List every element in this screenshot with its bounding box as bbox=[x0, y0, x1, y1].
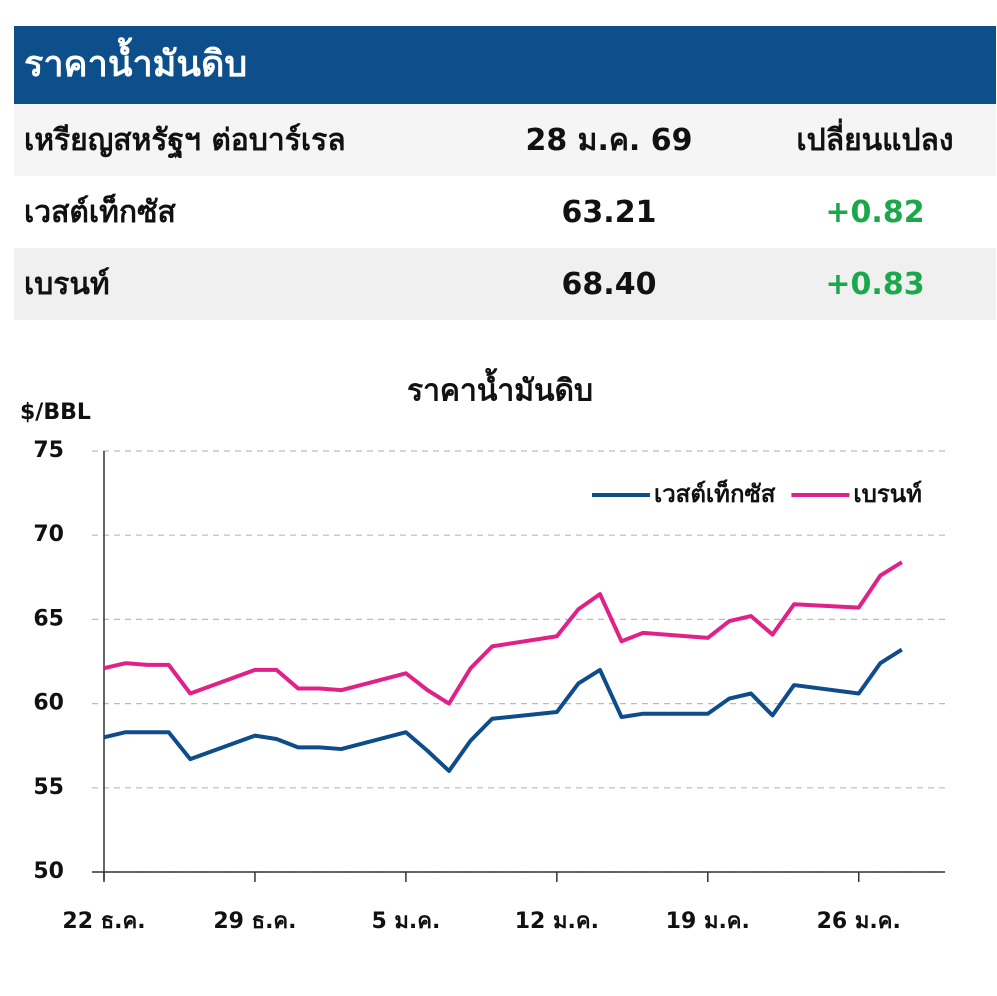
header-cell: เหรียญสหรัฐฯ ต่อบาร์เรล bbox=[24, 122, 346, 158]
y-tick-label: 65 bbox=[33, 606, 64, 631]
cell: 68.40 bbox=[561, 266, 657, 302]
y-tick-label: 75 bbox=[33, 438, 64, 463]
legend-label: เบรนท์ bbox=[853, 480, 922, 508]
header-row: เหรียญสหรัฐฯ ต่อบาร์เรล 28 ม.ค. 69 เปลี่… bbox=[14, 104, 996, 176]
x-tick-label: 26 ม.ค. bbox=[817, 909, 901, 934]
legend-label: เวสต์เท็กซัส bbox=[654, 479, 776, 508]
cell: เวสต์เท็กซัส bbox=[24, 194, 176, 230]
series-line bbox=[103, 647, 903, 773]
header-cell: 28 ม.ค. 69 bbox=[525, 122, 693, 158]
cell: +0.83 bbox=[825, 266, 925, 302]
y-tick-label: 60 bbox=[33, 691, 64, 716]
x-tick-label: 5 ม.ค. bbox=[371, 909, 440, 934]
y-axis-label: $/BBL bbox=[20, 400, 91, 425]
header-cell: เปลี่ยนแปลง bbox=[796, 122, 954, 158]
table-row: เบรนท์ 68.40 +0.83 bbox=[14, 248, 996, 320]
table-row: เวสต์เท็กซัส 63.21 +0.82 bbox=[14, 176, 996, 248]
cell: +0.82 bbox=[825, 194, 925, 230]
x-tick-label: 19 ม.ค. bbox=[666, 909, 750, 934]
x-tick-label: 29 ธ.ค. bbox=[213, 909, 296, 934]
y-tick-label: 55 bbox=[33, 775, 64, 800]
x-tick-label: 22 ธ.ค. bbox=[62, 909, 145, 934]
y-tick-label: 50 bbox=[33, 859, 64, 884]
x-tick-label: 12 ม.ค. bbox=[515, 909, 599, 934]
y-tick-label: 70 bbox=[33, 522, 64, 547]
cell: 63.21 bbox=[561, 194, 657, 230]
price-table: ราคาน้ำมันดิบ เหรียญสหรัฐฯ ต่อบาร์เรล 28… bbox=[14, 26, 996, 320]
series-line bbox=[103, 560, 903, 706]
cell: เบรนท์ bbox=[24, 266, 110, 302]
table-title: ราคาน้ำมันดิบ bbox=[14, 26, 996, 104]
chart-title: ราคาน้ำมันดิบ bbox=[407, 368, 593, 409]
